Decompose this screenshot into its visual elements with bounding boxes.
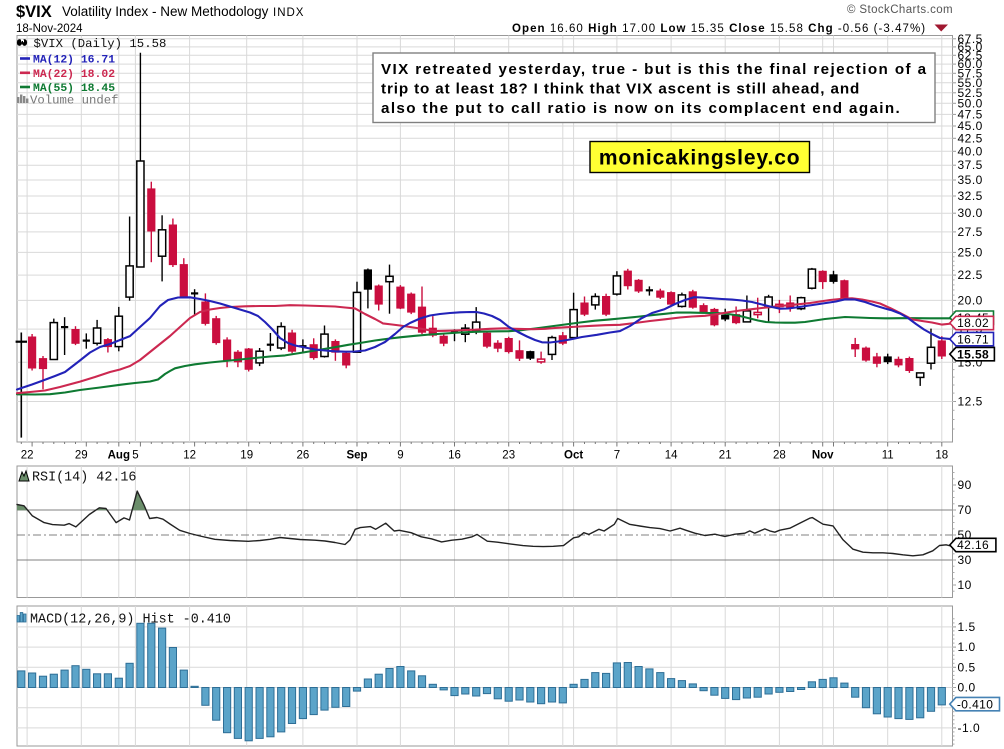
svg-text:trip to at least 18? I think t: trip to at least 18? I think that VIX as…	[381, 81, 860, 98]
svg-text:26: 26	[297, 450, 310, 462]
svg-text:0.0: 0.0	[958, 681, 976, 695]
svg-text:$VIX: $VIX	[16, 3, 52, 21]
svg-text:90: 90	[958, 478, 972, 492]
svg-text:Volume undef: Volume undef	[30, 94, 119, 108]
svg-text:INDX: INDX	[273, 7, 304, 19]
svg-text:22: 22	[21, 450, 34, 462]
svg-text:65.0: 65.0	[958, 40, 983, 54]
svg-text:45.0: 45.0	[958, 119, 983, 133]
svg-text:Sep: Sep	[346, 450, 367, 462]
svg-text:5: 5	[132, 450, 138, 462]
svg-text:RSI(14) 42.16: RSI(14) 42.16	[32, 471, 136, 486]
svg-text:57.5: 57.5	[958, 66, 983, 80]
svg-text:MACD(12,26,9) Hist -0.410: MACD(12,26,9) Hist -0.410	[30, 613, 231, 628]
svg-text:42.5: 42.5	[958, 131, 983, 145]
svg-text:25.0: 25.0	[958, 245, 983, 259]
svg-text:62.5: 62.5	[958, 48, 983, 62]
svg-text:70: 70	[958, 503, 972, 517]
svg-text:also the put to call ratio is: also the put to call ratio is now on its…	[381, 100, 901, 117]
svg-text:$VIX (Daily) 15.58: $VIX (Daily) 15.58	[34, 37, 167, 51]
svg-text:67.5: 67.5	[958, 32, 983, 46]
svg-text:-1.0: -1.0	[958, 721, 981, 735]
svg-text:32.5: 32.5	[958, 189, 983, 203]
svg-text:MA(55) 18.45: MA(55) 18.45	[33, 83, 115, 95]
svg-text:MA(22) 18.02: MA(22) 18.02	[33, 69, 115, 81]
svg-text:50.0: 50.0	[958, 96, 983, 110]
svg-text:12.5: 12.5	[958, 395, 983, 409]
svg-text:14: 14	[665, 450, 678, 462]
svg-text:40.0: 40.0	[958, 144, 983, 158]
svg-text:52.5: 52.5	[958, 86, 983, 100]
svg-text:28: 28	[773, 450, 786, 462]
svg-text:0.5: 0.5	[958, 660, 976, 674]
svg-text:11: 11	[882, 450, 894, 462]
svg-text:29: 29	[75, 450, 88, 462]
svg-text:15.58: 15.58	[957, 347, 989, 361]
svg-text:© StockCharts.com: © StockCharts.com	[847, 4, 953, 16]
svg-text:VIX retreated yesterday, true: VIX retreated yesterday, true - but is t…	[381, 61, 927, 78]
svg-text:42.16: 42.16	[957, 538, 989, 552]
svg-text:30.0: 30.0	[958, 206, 983, 220]
svg-text:12: 12	[183, 450, 196, 462]
svg-text:Aug: Aug	[108, 450, 130, 462]
svg-text:37.5: 37.5	[958, 158, 983, 172]
svg-text:18: 18	[935, 450, 948, 462]
svg-text:47.5: 47.5	[958, 107, 983, 121]
svg-text:23: 23	[502, 450, 515, 462]
svg-text:7: 7	[614, 450, 620, 462]
svg-text:19: 19	[240, 450, 253, 462]
svg-text:22.5: 22.5	[958, 268, 983, 282]
svg-text:MA(12) 16.71: MA(12) 16.71	[33, 55, 115, 67]
svg-text:60.0: 60.0	[958, 57, 983, 71]
svg-text:Oct: Oct	[564, 450, 583, 462]
svg-text:21: 21	[719, 450, 732, 462]
svg-text:18.02: 18.02	[957, 316, 989, 330]
svg-text:30: 30	[958, 553, 972, 567]
svg-text:20.0: 20.0	[958, 293, 983, 307]
svg-text:1.0: 1.0	[958, 640, 976, 654]
svg-text:35.0: 35.0	[958, 173, 983, 187]
svg-text:55.0: 55.0	[958, 76, 983, 90]
svg-text:1.5: 1.5	[958, 620, 976, 634]
svg-text:16.71: 16.71	[957, 332, 989, 346]
svg-text:16: 16	[448, 450, 461, 462]
svg-text:Nov: Nov	[812, 450, 834, 462]
svg-text:monicakingsley.co: monicakingsley.co	[599, 147, 801, 170]
svg-text:Open 16.60 High 17.00 Low 15: Open 16.60 High 17.00 Low 15.35 Close 15…	[512, 23, 926, 35]
svg-text:9: 9	[397, 450, 403, 462]
svg-text:-0.410: -0.410	[957, 697, 993, 711]
svg-text:27.5: 27.5	[958, 225, 983, 239]
svg-text:Volatility Index - New Methodo: Volatility Index - New Methodology	[62, 4, 269, 19]
svg-text:18-Nov-2024: 18-Nov-2024	[16, 23, 83, 35]
svg-text:10: 10	[958, 578, 972, 592]
